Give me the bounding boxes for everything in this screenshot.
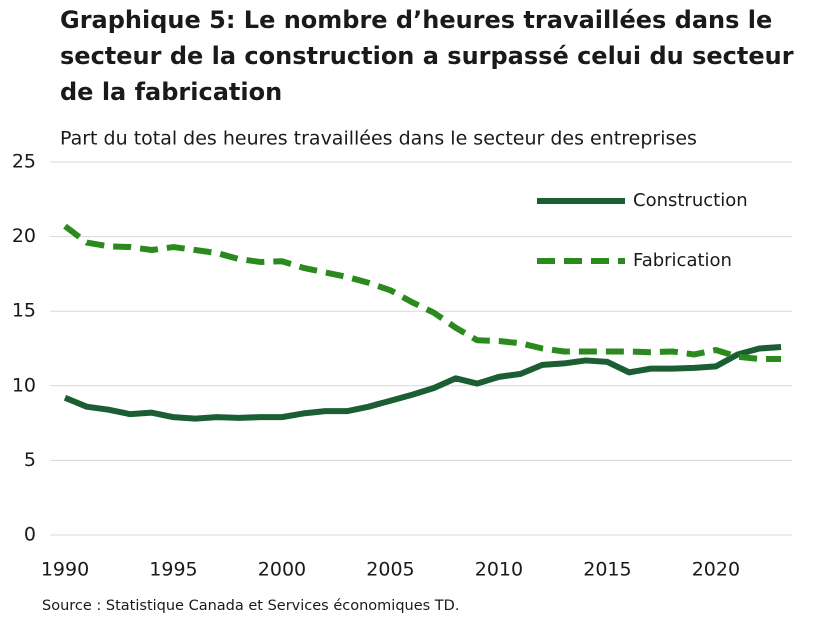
y-tick-label: 20: [12, 225, 36, 247]
x-tick-label: 1995: [149, 559, 197, 581]
y-tick-label: 5: [24, 449, 36, 471]
title-line: secteur de la construction a surpassé ce…: [60, 42, 794, 70]
x-tick-label: 2020: [692, 559, 740, 581]
x-tick-label: 2005: [366, 559, 414, 581]
title-line: de la fabrication: [60, 78, 282, 106]
x-tick-label: 2010: [475, 559, 523, 581]
y-tick-label: 0: [24, 524, 36, 546]
source: Source : Statistique Canada et Services …: [42, 598, 459, 614]
legend-label: Construction: [633, 190, 748, 211]
legend-label: Fabrication: [633, 250, 732, 271]
y-tick-label: 15: [12, 300, 36, 322]
x-tick-label: 1990: [41, 559, 89, 581]
title-line: Graphique 5: Le nombre d’heures travaill…: [60, 6, 772, 34]
x-tick-label: 2000: [258, 559, 306, 581]
subtitle: Part du total des heures travaillées dan…: [60, 128, 697, 150]
x-tick-label: 2015: [583, 559, 631, 581]
series-line: [63, 223, 781, 362]
series-line: [63, 344, 782, 422]
y-tick-label: 10: [12, 374, 36, 396]
y-tick-label: 25: [12, 151, 36, 173]
